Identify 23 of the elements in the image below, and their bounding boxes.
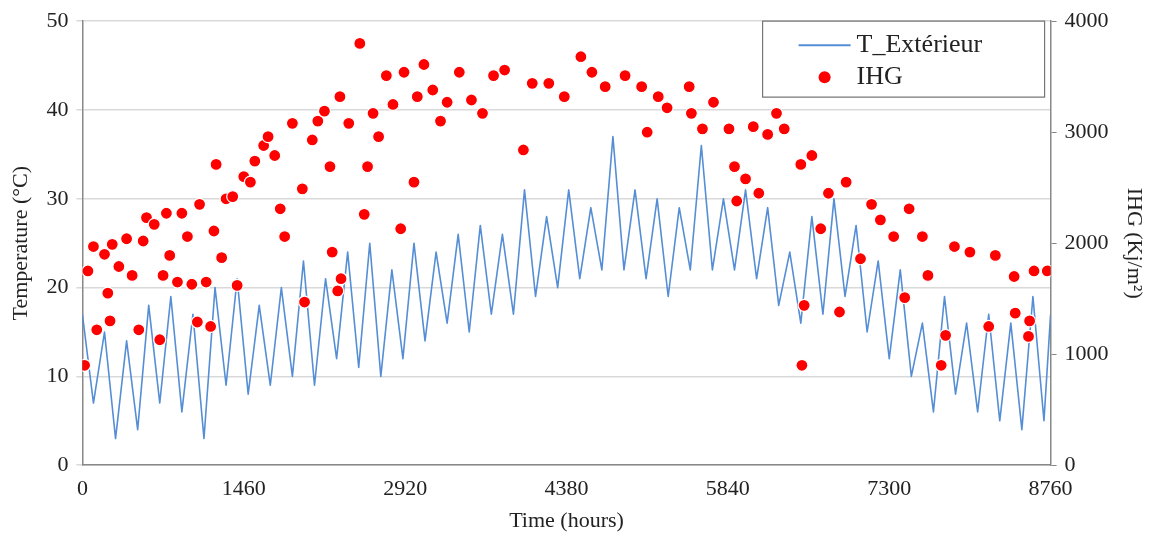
- y2-tick-label: 0: [1064, 450, 1076, 476]
- y-tick-label: 10: [46, 362, 69, 388]
- y2-tick-label: 2000: [1064, 228, 1109, 254]
- y2-tick-label: 3000: [1064, 117, 1109, 143]
- y-tick-label: 0: [57, 450, 69, 476]
- legend-label: T_Extérieur: [856, 29, 983, 59]
- x-tick-label: 8760: [1028, 475, 1073, 501]
- y2-axis-title: IHG (Kj/m²): [1123, 187, 1149, 299]
- y-tick-label: 40: [46, 95, 69, 121]
- x-tick-label: 7300: [867, 475, 912, 501]
- legend-label: IHG: [856, 61, 903, 91]
- x-tick-label: 4380: [544, 475, 589, 501]
- x-tick-label: 0: [76, 475, 88, 501]
- y-tick-label: 30: [46, 184, 69, 210]
- x-tick-label: 2920: [383, 475, 428, 501]
- y-tick-label: 20: [46, 273, 69, 299]
- x-tick-label: 5840: [705, 475, 750, 501]
- y2-tick-label: 4000: [1064, 6, 1109, 32]
- x-axis-title: Time (hours): [509, 506, 624, 532]
- y-tick-label: 50: [46, 6, 69, 32]
- y-axis-title: Temperature (°C): [6, 165, 32, 321]
- y2-tick-label: 1000: [1064, 339, 1109, 365]
- x-tick-label: 1460: [221, 475, 266, 501]
